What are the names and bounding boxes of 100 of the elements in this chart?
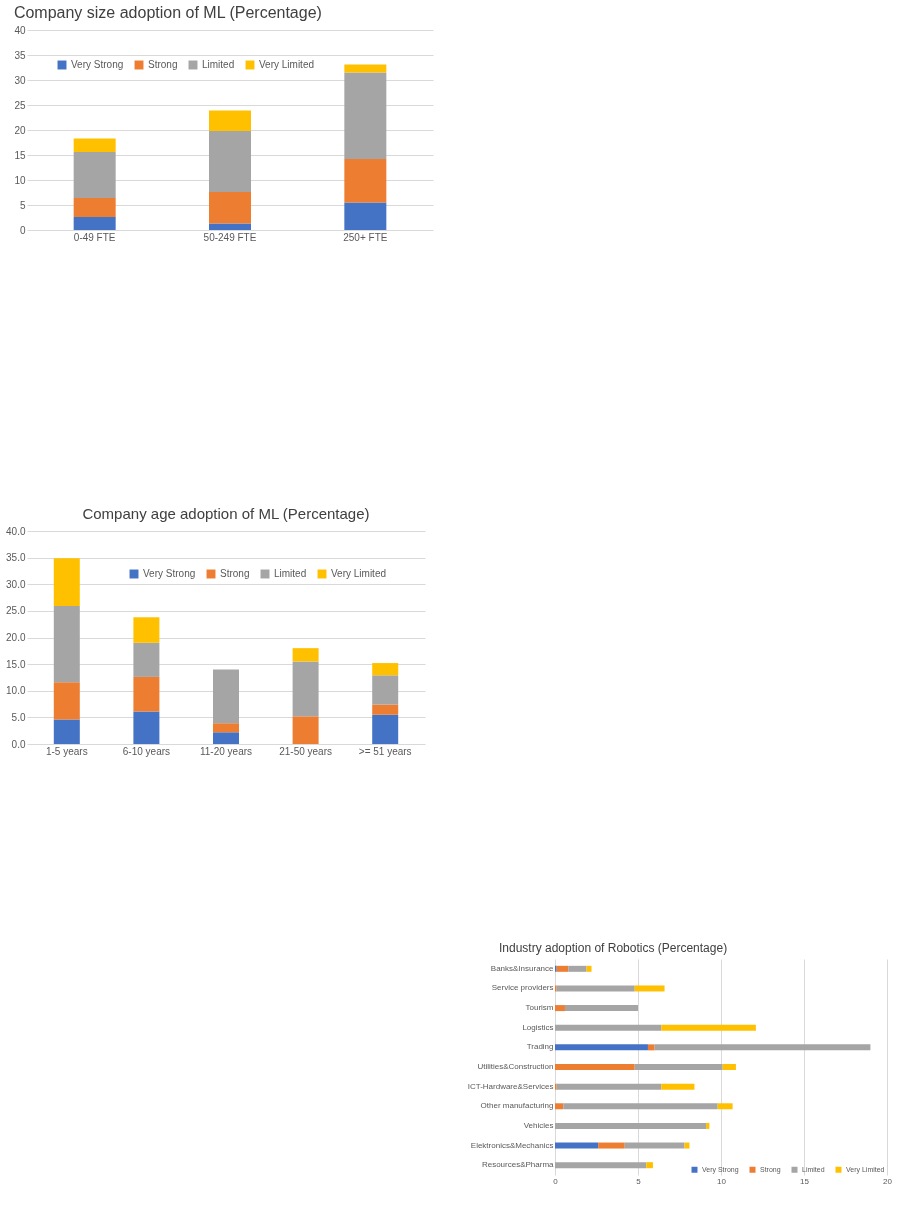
x-tick-label: 5 — [636, 1176, 642, 1186]
bar — [209, 110, 251, 131]
bar — [292, 648, 319, 662]
bar — [209, 192, 251, 224]
bar — [73, 152, 116, 198]
y-tick-label: 10.0 — [6, 685, 26, 697]
bar — [634, 1064, 723, 1070]
x-tick-label: 6-10 years — [122, 745, 171, 757]
bar — [684, 1142, 690, 1149]
bar — [213, 723, 239, 733]
y-tick-label: 25.0 — [6, 605, 26, 617]
bar — [73, 217, 116, 230]
y-tick-label: Tourism — [525, 1003, 554, 1013]
bar — [634, 985, 665, 992]
y-tick-label: Logistics — [522, 1022, 554, 1032]
bar — [292, 661, 319, 717]
y-tick-label: ICT-Hardware&Services — [467, 1081, 554, 1091]
legend-label: Strong — [220, 568, 250, 579]
legend-label: Very Strong — [143, 568, 196, 579]
bar — [555, 1064, 635, 1070]
x-tick-label: >= 51 years — [358, 745, 412, 757]
y-tick-label: 40.0 — [6, 525, 26, 537]
y-tick-label: 40 — [14, 24, 26, 36]
bar — [344, 72, 387, 159]
bar — [654, 1044, 871, 1051]
bar — [213, 732, 239, 744]
y-tick-label: 15.0 — [6, 658, 26, 670]
x-tick-label: 50-249 FTE — [203, 231, 257, 243]
bar — [624, 1142, 685, 1149]
x-tick-label: 10 — [717, 1176, 727, 1186]
bar — [646, 1162, 653, 1169]
legend-label: Very Limited — [331, 568, 387, 579]
chart-title: Company age adoption of ML (Percentage) — [82, 505, 370, 522]
bar — [133, 711, 160, 744]
y-tick-label: 5 — [19, 199, 26, 211]
bar — [53, 558, 80, 607]
y-tick-label: 5.0 — [11, 711, 26, 723]
bar — [556, 965, 569, 972]
x-tick-label: 1-5 years — [45, 745, 88, 757]
bar — [722, 1064, 736, 1070]
legend-label: Limited — [202, 59, 235, 70]
bar — [53, 606, 80, 683]
bar — [53, 719, 80, 744]
bar — [564, 1005, 638, 1012]
bar — [586, 965, 592, 972]
bar — [563, 1103, 718, 1110]
y-tick-label: 35.0 — [6, 552, 26, 564]
legend-label: Very Strong — [71, 59, 124, 70]
bar — [555, 1122, 707, 1129]
bar — [73, 198, 116, 217]
bar — [556, 1083, 662, 1090]
y-tick-label: 30 — [14, 74, 26, 86]
bar — [555, 1024, 662, 1031]
bar — [647, 1044, 655, 1051]
y-tick-label: Banks&Insurance — [490, 963, 555, 973]
bar — [209, 223, 251, 230]
bar — [555, 1005, 565, 1012]
bar — [717, 1103, 733, 1110]
chart-title: Company size adoption of ML (Percentage) — [13, 4, 322, 21]
bar — [661, 1024, 756, 1031]
y-tick-label: 15 — [14, 149, 26, 161]
bar — [372, 714, 399, 744]
bar — [133, 676, 160, 712]
bar — [344, 159, 387, 203]
bar — [555, 1044, 648, 1051]
y-tick-label: Other manufacturing — [480, 1101, 554, 1111]
bar — [555, 1162, 647, 1169]
x-tick-label: 250+ FTE — [343, 231, 388, 243]
y-tick-label: 20 — [14, 124, 26, 136]
y-tick-label: Vehicles — [523, 1120, 554, 1130]
legend-label: Strong — [148, 59, 178, 70]
bar — [555, 1103, 564, 1110]
x-tick-label: 0-49 FTE — [73, 231, 116, 243]
bar — [372, 663, 399, 676]
y-tick-label: Utilities&Construction — [477, 1062, 554, 1071]
y-tick-label: 35 — [14, 49, 26, 61]
legend-label: Very Limited — [259, 59, 315, 70]
y-tick-label: Elektronics&Mechanics — [470, 1140, 554, 1150]
x-tick-label: 11-20 years — [199, 745, 253, 757]
bar — [372, 704, 399, 715]
x-tick-label: 15 — [800, 1176, 810, 1186]
y-tick-label: 20.0 — [6, 632, 26, 643]
bar — [598, 1142, 625, 1149]
bar — [53, 682, 80, 720]
bar — [344, 202, 387, 230]
bar — [133, 617, 160, 643]
x-tick-label: 20 — [883, 1176, 893, 1186]
y-tick-label: Resources&Pharma — [481, 1160, 555, 1170]
bar — [209, 131, 251, 192]
bar — [568, 965, 587, 972]
y-tick-label: Service providers — [491, 983, 554, 993]
legend-label: Limited — [274, 568, 307, 579]
bar — [372, 675, 399, 705]
y-tick-label: Trading — [526, 1042, 554, 1052]
bar — [555, 1142, 599, 1149]
bar — [292, 716, 319, 744]
bar — [344, 64, 387, 73]
bar — [213, 669, 239, 724]
bar — [706, 1122, 710, 1129]
x-tick-label: 21-50 years — [279, 745, 333, 757]
